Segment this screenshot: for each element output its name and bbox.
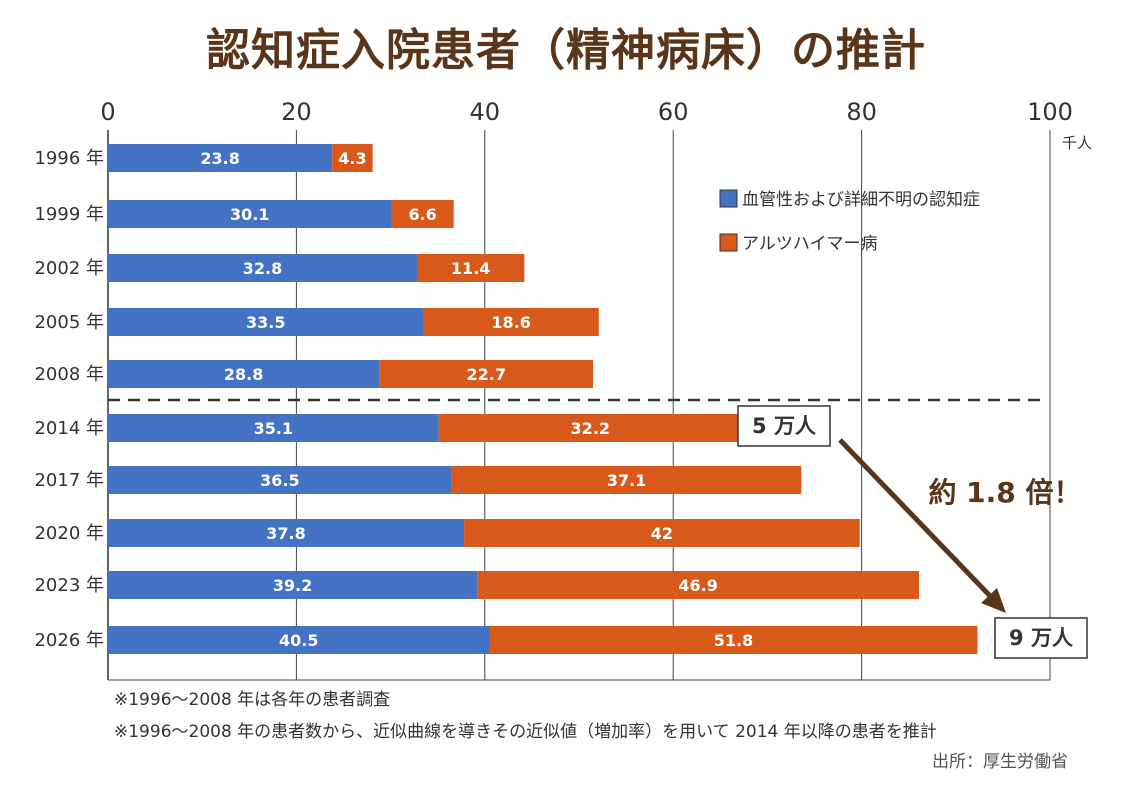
- bar-value-label: 18.6: [491, 313, 530, 332]
- bar-value-label: 37.1: [607, 471, 646, 490]
- source-credit: 出所：厚生労働省: [932, 752, 1068, 772]
- x-tick-label: 100: [1027, 98, 1073, 126]
- bar-vascular-8: [108, 571, 478, 599]
- growth-arrow-head: [981, 588, 1006, 613]
- bar-value-label: 11.4: [451, 259, 490, 278]
- legend-swatch-alzheimer: [719, 233, 738, 252]
- bar-alzheimer-0: [332, 144, 373, 172]
- bar-vascular-7: [108, 519, 465, 547]
- bar-alzheimer-7: [464, 519, 860, 547]
- bar-value-label: 28.8: [224, 365, 263, 384]
- bar-value-label: 39.2: [273, 576, 312, 595]
- chart-title: 認知症入院患者（精神病床）の推計: [206, 25, 926, 76]
- bar-alzheimer-4: [379, 360, 594, 388]
- y-category-label: 1996 年: [34, 148, 104, 169]
- bar-alzheimer-1: [391, 200, 454, 228]
- bar-vascular-3: [108, 308, 424, 336]
- legend-label-vascular: 血管性および詳細不明の認知症: [742, 190, 980, 210]
- y-category-label: 2014 年: [34, 418, 104, 439]
- annotation-box-end: [994, 617, 1088, 659]
- bar-vascular-9: [108, 626, 490, 654]
- bar-alzheimer-2: [416, 254, 525, 282]
- bar-alzheimer-9: [489, 626, 978, 654]
- bar-vascular-0: [108, 144, 333, 172]
- annotation-start-text: 5 万人: [752, 414, 816, 438]
- y-category-label: 2008 年: [34, 364, 104, 385]
- bar-value-label: 4.3: [338, 149, 366, 168]
- y-axis: 1996 年 1999 年 2002 年 2005 年 2008 年 2014 年 2017…: [34, 148, 104, 651]
- bar-value-label: 46.9: [678, 576, 717, 595]
- annotation-box-start: [737, 405, 831, 447]
- bar-vascular-2: [108, 254, 417, 282]
- bar-alzheimer-5: [438, 414, 742, 442]
- x-axis: 0 20 40 60 80 100: [100, 98, 1073, 126]
- bar-vascular-5: [108, 414, 439, 442]
- bar-value-label: 51.8: [714, 631, 753, 650]
- legend-label-alzheimer: アルツハイマー病: [742, 234, 878, 254]
- bar-vascular-1: [108, 200, 392, 228]
- x-tick-label: 80: [846, 98, 877, 126]
- bar-value-label: 33.5: [246, 313, 285, 332]
- legend: 血管性および詳細不明の認知症 アルツハイマー病: [719, 189, 980, 254]
- y-category-label: 2026 年: [34, 630, 104, 651]
- y-category-label: 1999 年: [34, 204, 104, 225]
- x-tick-label: 20: [281, 98, 312, 126]
- bar-vascular-6: [108, 466, 452, 494]
- footnote-2: ※1996～2008 年の患者数から、近似曲線を導きその近似値（増加率）を用いて…: [114, 722, 937, 742]
- x-tick-label: 60: [658, 98, 689, 126]
- y-category-label: 2017 年: [34, 470, 104, 491]
- bar-value-label: 42: [651, 524, 673, 543]
- bar-vascular-4: [108, 360, 380, 388]
- y-category-label: 2020 年: [34, 523, 104, 544]
- x-tick-label: 0: [100, 98, 115, 126]
- bar-value-label: 30.1: [230, 205, 269, 224]
- bar-value-label: 22.7: [466, 365, 505, 384]
- bar-value-label: 23.8: [200, 149, 239, 168]
- x-tick-label: 40: [470, 98, 501, 126]
- y-category-label: 2023 年: [34, 575, 104, 596]
- y-category-label: 2005 年: [34, 312, 104, 333]
- bar-alzheimer-8: [477, 571, 920, 599]
- bars: 23.8 4.3 30.1 6.6 32.8 11.4 33.5 18.6 28.8 22.7 35…: [108, 144, 978, 654]
- x-axis-unit-label: 千人: [1062, 134, 1092, 152]
- growth-annotation: 約 1.8 倍！: [928, 476, 1081, 509]
- bar-value-label: 37.8: [266, 524, 305, 543]
- bar-value-label: 35.1: [254, 419, 293, 438]
- bar-value-label: 40.5: [279, 631, 318, 650]
- y-category-label: 2002 年: [34, 258, 104, 279]
- bar-value-label: 32.8: [243, 259, 282, 278]
- bar-value-label: 32.2: [571, 419, 610, 438]
- growth-arrow: [838, 438, 996, 602]
- bar-alzheimer-6: [451, 466, 802, 494]
- footnote-1: ※1996～2008 年は各年の患者調査: [114, 690, 391, 710]
- bar-alzheimer-3: [423, 308, 599, 336]
- annotation-end-text: 9 万人: [1009, 626, 1073, 650]
- legend-swatch-vascular: [719, 189, 738, 208]
- bar-value-label: 36.5: [260, 471, 299, 490]
- bar-value-label: 6.6: [408, 205, 436, 224]
